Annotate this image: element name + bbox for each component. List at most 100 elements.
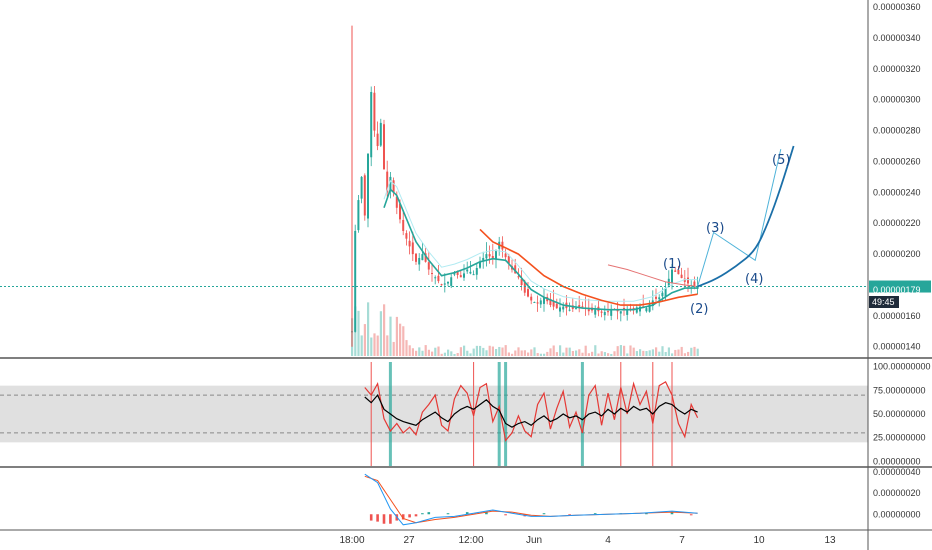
candle	[408, 240, 411, 247]
candle	[603, 312, 606, 316]
wave-label-4[interactable]: (4)	[745, 272, 763, 287]
ma-long-line	[607, 264, 698, 287]
wave-label-1[interactable]: (1)	[663, 257, 681, 272]
elliott-wave-lines[interactable]	[697, 148, 782, 287]
macd-hist-bar	[504, 514, 507, 516]
macd-hist-bar	[689, 514, 693, 516]
candle	[472, 274, 475, 276]
candle	[581, 306, 584, 308]
candle	[491, 256, 494, 259]
volume-bar	[434, 347, 437, 356]
volume-bar	[479, 345, 482, 356]
macd-hist-bar	[542, 513, 546, 515]
volume-bar	[386, 335, 389, 356]
volume-bar	[664, 351, 667, 356]
candle	[354, 230, 357, 332]
wave-label-3[interactable]: (3)	[706, 221, 724, 236]
rsi-spike	[497, 362, 501, 466]
volume-bar	[363, 324, 366, 356]
candle	[645, 308, 648, 312]
volume-bar	[392, 341, 395, 356]
time-axis[interactable]: 18:00 27 12:00 Jun 4 7 10 13	[339, 535, 836, 546]
candle	[626, 309, 629, 315]
macd-hist-bar	[389, 514, 392, 524]
time-tick-label: 12:00	[458, 535, 483, 546]
candle	[575, 308, 577, 310]
candle	[507, 255, 510, 264]
candle	[424, 253, 427, 262]
macd-panel[interactable]	[364, 473, 698, 526]
macd-hist-bar	[414, 514, 418, 517]
candle	[607, 311, 609, 313]
volume-bar	[696, 348, 699, 356]
volume-bar	[383, 304, 386, 356]
volume-bar	[357, 310, 360, 356]
macd-hist-bar	[382, 514, 386, 524]
candle	[459, 275, 462, 278]
candle	[658, 297, 661, 300]
macd-tick-label: 0.00000040	[873, 467, 921, 477]
volume-bar	[661, 346, 664, 356]
volume-bar	[431, 351, 434, 356]
ema-fast-line	[383, 187, 698, 311]
volume-bar	[399, 323, 402, 356]
candle	[431, 273, 433, 275]
candle	[677, 269, 680, 275]
volume-bar	[600, 351, 603, 356]
rsi-axis[interactable]: 100.00000000 75.00000000 50.00000000 25.000…	[873, 362, 931, 467]
rsi-tick-label: 0.00000000	[873, 456, 921, 466]
volume-bar	[488, 345, 491, 356]
volume-bar	[437, 346, 440, 356]
volume-bar	[533, 347, 536, 356]
candle	[530, 296, 533, 301]
volume-bar	[581, 352, 584, 356]
candle	[661, 292, 664, 297]
volume-bar	[687, 351, 690, 356]
projection-curve[interactable]	[696, 145, 795, 288]
candle	[421, 254, 424, 261]
volume-bar	[456, 353, 459, 356]
candle	[450, 277, 453, 286]
volume-bar	[469, 353, 472, 356]
candle	[469, 271, 472, 274]
volume-bar	[511, 353, 514, 356]
price-tick-label: 0.00000280	[873, 126, 921, 136]
volume-bar	[440, 353, 443, 356]
wave-label-5[interactable]: (5)	[772, 153, 790, 168]
last-price-value: 0.00000179	[873, 285, 921, 295]
wave-label-2[interactable]: (2)	[690, 302, 708, 317]
macd-hist-bar	[465, 512, 469, 515]
candle	[392, 180, 395, 193]
candle	[399, 203, 401, 220]
rsi-tick-label: 100.00000000	[873, 362, 931, 372]
volume-bar	[645, 351, 648, 356]
macd-axis[interactable]: 0.00000040 0.00000020 0.00000000	[873, 467, 921, 519]
volume-bar	[504, 345, 507, 356]
candle	[475, 268, 478, 275]
price-tick-label: 0.00000300	[873, 95, 921, 105]
candle	[479, 261, 481, 268]
volume-bar	[389, 316, 392, 356]
time-tick-label: Jun	[526, 535, 542, 546]
time-tick-label: 7	[679, 535, 685, 546]
candle	[693, 281, 696, 286]
volume-bar	[450, 351, 453, 356]
macd-hist-bar	[421, 513, 424, 515]
volume-bar	[629, 345, 632, 356]
candle	[568, 309, 571, 311]
volume-bar	[411, 348, 414, 356]
price-panel[interactable]: (1) (2) (3) (4) (5)	[0, 25, 868, 356]
candle	[370, 92, 373, 158]
rsi-tick-label: 50.00000000	[873, 409, 926, 419]
candle	[402, 219, 405, 231]
volume-bar	[613, 351, 616, 356]
candle	[453, 272, 456, 275]
macd-hist-bar	[645, 513, 648, 515]
volume-bar	[565, 347, 568, 356]
rsi-panel[interactable]	[0, 362, 868, 466]
price-axis[interactable]: 0.00000360 0.00000340 0.00000320 0.00000300…	[873, 2, 921, 352]
volume-bar	[655, 347, 658, 356]
candle	[482, 257, 485, 261]
candle	[687, 277, 689, 284]
